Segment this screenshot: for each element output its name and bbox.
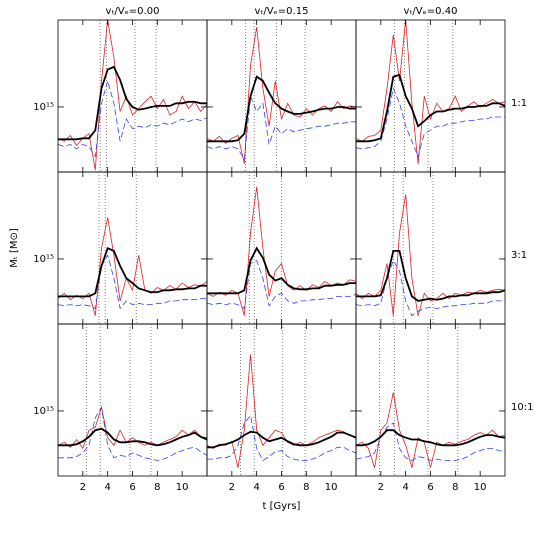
series-line (207, 414, 356, 462)
series-line (356, 259, 505, 317)
series-line (58, 407, 207, 450)
x-tick-label: 2 (378, 482, 384, 493)
x-tick-label: 4 (253, 482, 259, 493)
panel: 10¹⁵ vₜ/Vₑ=0.00 (33, 6, 208, 173)
column-title: vₜ/Vₑ=0.40 (404, 6, 458, 17)
panel-frame (206, 19, 357, 173)
x-tick-label: 6 (427, 482, 433, 493)
y-tick-label: 10¹⁵ (33, 406, 54, 417)
series-line (356, 194, 505, 316)
series-line (356, 73, 505, 143)
series-line (207, 96, 356, 161)
panel: 2 4 6 8 10 10¹⁵ (33, 323, 208, 493)
series-line (58, 20, 207, 171)
panel: 10¹⁵ Mₜ [M⊙] (9, 171, 208, 325)
panel-frame (355, 323, 506, 477)
series-line (58, 254, 207, 310)
panel: 3:1 (355, 171, 527, 325)
series-line (356, 392, 505, 468)
x-tick-label: 10 (474, 482, 487, 493)
x-tick-label: 8 (303, 482, 309, 493)
x-tick-label: 10 (176, 482, 189, 493)
series-line (207, 430, 356, 449)
series-line (58, 246, 207, 298)
panel-frame (355, 19, 506, 173)
series-line (207, 260, 356, 310)
x-tick-label: 4 (402, 482, 408, 493)
series-line (58, 406, 207, 461)
series-line (207, 354, 356, 468)
series-line (356, 250, 505, 302)
series-line (58, 65, 207, 141)
series-line (58, 79, 207, 158)
panel: 2 4 6 8 10 t [Gyrs] (206, 323, 357, 512)
x-tick-label: 6 (278, 482, 284, 493)
x-tick-label: 6 (129, 482, 135, 493)
series-line (356, 20, 505, 164)
x-tick-label: 10 (325, 482, 338, 493)
series-line (356, 87, 505, 158)
panel: vₜ/Vₑ=0.40 1:1 (355, 6, 527, 173)
x-tick-label: 2 (229, 482, 235, 493)
row-label: 1:1 (511, 98, 527, 109)
x-tick-label: 4 (104, 482, 110, 493)
row-label: 10:1 (511, 402, 533, 413)
y-axis-label: Mₜ [M⊙] (9, 228, 20, 268)
panel: vₜ/Vₑ=0.15 (206, 6, 357, 173)
row-label: 3:1 (511, 250, 527, 261)
panel (206, 171, 357, 325)
panel-frame (57, 171, 208, 325)
y-tick-label: 10¹⁵ (33, 102, 54, 113)
column-title: vₜ/Vₑ=0.15 (255, 6, 309, 17)
panel-frame (206, 323, 357, 477)
series-line (207, 186, 356, 316)
series-line (207, 26, 356, 164)
x-tick-label: 8 (154, 482, 160, 493)
series-line (207, 75, 356, 143)
column-title: vₜ/Vₑ=0.00 (106, 6, 160, 17)
series-line (356, 429, 505, 447)
series-line (58, 217, 207, 316)
x-tick-label: 2 (80, 482, 86, 493)
series-line (207, 246, 356, 295)
y-tick-label: 10¹⁵ (33, 254, 54, 265)
panel-frame (57, 19, 208, 173)
x-tick-label: 8 (452, 482, 458, 493)
series-line (58, 427, 207, 447)
panel: 2 4 6 8 10 10:1 (355, 323, 533, 493)
x-axis-label: t [Gyrs] (263, 501, 301, 512)
